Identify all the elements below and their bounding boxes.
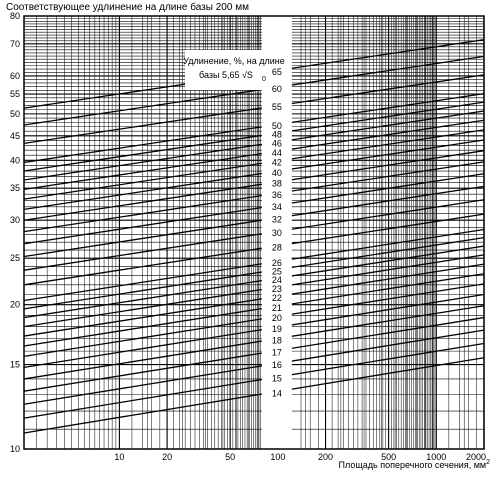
- series-label: 55: [272, 102, 282, 112]
- series-line: [23, 329, 485, 405]
- series-label: 48: [272, 130, 282, 140]
- x-tick-label: 100: [270, 452, 285, 462]
- plot-frame: [23, 15, 485, 450]
- series-label: 19: [272, 324, 282, 334]
- series-line: [23, 101, 485, 172]
- x-tick-label: 20: [162, 452, 172, 462]
- series-line: [23, 357, 485, 434]
- series-line: [23, 150, 485, 221]
- series-line: [23, 185, 485, 258]
- series-line: [23, 213, 485, 286]
- series-label: 32: [272, 215, 282, 225]
- series-label: 36: [272, 190, 282, 200]
- series-label: 50: [272, 121, 282, 131]
- y-tick-label: 20: [10, 300, 20, 310]
- y-tick-label: 55: [10, 89, 20, 99]
- series-line: [23, 119, 485, 190]
- series-line: [23, 228, 485, 302]
- series-label: 22: [272, 293, 282, 303]
- series-line: [23, 161, 485, 233]
- x-axis-title: Площадь поперечного сечения, мм2: [339, 459, 490, 470]
- series-line: [23, 273, 485, 347]
- series-line: [23, 236, 485, 310]
- series-label: 17: [272, 347, 282, 357]
- y-tick-label: 70: [10, 39, 20, 49]
- series-label: 42: [272, 158, 282, 168]
- series-label: 15: [272, 374, 282, 384]
- y-tick-label: 80: [10, 11, 20, 21]
- series-title-line2: базы 5,65 √S: [199, 70, 253, 80]
- series-label: 26: [272, 258, 282, 268]
- series-line: [23, 173, 485, 245]
- series-label: 18: [272, 335, 282, 345]
- series-label: 40: [272, 168, 282, 178]
- series-line: [23, 245, 485, 319]
- y-tick-label: 50: [10, 109, 20, 119]
- series-label: 20: [272, 313, 282, 323]
- series-label: 24: [272, 275, 282, 285]
- series-label: 25: [272, 266, 282, 276]
- y-tick-label: 45: [10, 131, 20, 141]
- y-tick-label: 10: [10, 444, 20, 454]
- series-line: [23, 74, 485, 144]
- x-tick-label: 500: [381, 452, 396, 462]
- series-label: 34: [272, 202, 282, 212]
- series-line: [23, 305, 485, 380]
- series-label: 38: [272, 179, 282, 189]
- x-axis-title-sup: 2: [486, 459, 490, 466]
- y-tick-label: 60: [10, 71, 20, 81]
- y-tick-label: 35: [10, 183, 20, 193]
- series-label: 65: [272, 67, 282, 77]
- series-label: 14: [272, 388, 282, 398]
- series-line: [23, 55, 485, 126]
- x-tick-label: 50: [225, 452, 235, 462]
- chart-title: Соответствующее удлинение на длине базы …: [6, 2, 249, 13]
- x-tick-label: 1000: [426, 452, 446, 462]
- series-line: [23, 139, 485, 211]
- y-tick-label: 40: [10, 155, 20, 165]
- series-label: 23: [272, 284, 282, 294]
- series-label: 60: [272, 84, 282, 94]
- series-line: [23, 254, 485, 328]
- y-tick-label: 15: [10, 360, 20, 370]
- series-title-box: [185, 50, 285, 90]
- series-line: [23, 342, 485, 419]
- series-line: [23, 199, 485, 271]
- series-line: [23, 110, 485, 181]
- series-label: 46: [272, 139, 282, 149]
- series-line: [23, 293, 485, 369]
- x-tick-label: 200: [318, 452, 333, 462]
- series-label: 16: [272, 360, 282, 370]
- x-tick-label: 10: [114, 452, 124, 462]
- x-axis-title-text: Площадь поперечного сечения, мм: [338, 460, 487, 470]
- series-title-sub: 0: [262, 76, 266, 83]
- y-tick-label: 25: [10, 253, 20, 263]
- series-line: [23, 93, 485, 164]
- series-line: [23, 129, 485, 200]
- series-line: [23, 263, 485, 337]
- series-label: 21: [272, 303, 282, 313]
- series-label: 28: [272, 243, 282, 253]
- series-label: 44: [272, 148, 282, 158]
- series-label: 30: [272, 228, 282, 238]
- y-tick-label: 30: [10, 215, 20, 225]
- series-line: [23, 283, 485, 358]
- series-line: [23, 316, 485, 392]
- x-tick-label: 2000: [466, 452, 486, 462]
- series-title-line1: Удлинение, %, на длине: [183, 56, 285, 66]
